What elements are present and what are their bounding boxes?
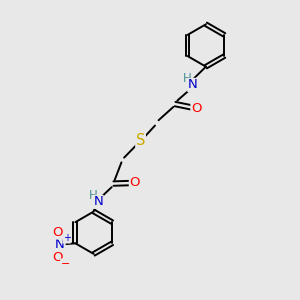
Text: N: N [55,238,65,251]
Text: O: O [129,176,140,190]
Text: O: O [52,226,63,239]
Text: N: N [93,195,103,208]
Text: −: − [60,259,70,269]
Text: +: + [63,233,70,243]
Text: H: H [183,72,192,85]
Text: H: H [88,189,97,202]
Text: O: O [52,251,63,264]
Text: N: N [188,78,198,92]
Text: O: O [191,102,202,115]
Text: S: S [136,134,145,148]
